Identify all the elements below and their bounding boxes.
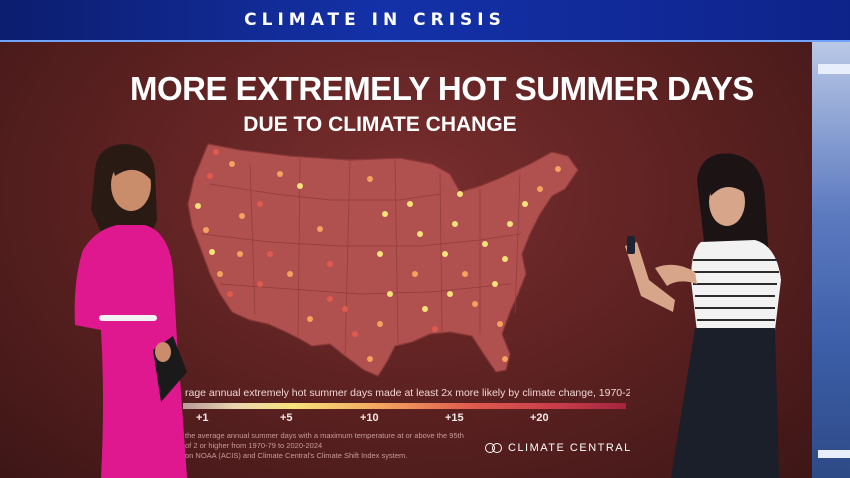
logo-mark-icon (485, 443, 503, 453)
footnote-line: the average annual summer days with a ma… (185, 431, 464, 440)
news-banner: CLIMATE IN CRISIS (0, 0, 850, 42)
station-dots (195, 149, 561, 362)
us-map-outline (187, 143, 579, 377)
us-map (187, 143, 579, 377)
legend-tick: +1 (196, 412, 209, 424)
graphic-subtitle: DUE TO CLIMATE CHANGE (243, 113, 517, 136)
legend-tick: +20 (530, 412, 549, 424)
legend-tick: +5 (280, 412, 293, 424)
logo-text: CLIMATE CENTRAL (508, 442, 632, 454)
presenter-left (74, 144, 187, 478)
climate-central-logo: CLIMATE CENTRAL (485, 442, 632, 454)
state-borders (201, 157, 521, 355)
studio-light-strip (818, 64, 850, 74)
studio-background (808, 42, 850, 478)
presenter-right (625, 153, 781, 478)
legend-color-scale (183, 403, 626, 409)
legend-tick: +15 (445, 412, 464, 424)
banner-title: CLIMATE IN CRISIS (244, 10, 506, 30)
legend-tick: +10 (360, 412, 379, 424)
footnote-line: on NOAA (ACIS) and Climate Central's Cli… (185, 451, 408, 460)
footnote-line: of 2 or higher from 1970-79 to 2020-2024 (185, 441, 323, 450)
footnote: the average annual summer days with a ma… (185, 431, 465, 461)
graphic-title: MORE EXTREMELY HOT SUMMER DAYS (130, 70, 754, 107)
legend-caption: rage annual extremely hot summer days ma… (185, 387, 630, 399)
studio-light-strip (818, 450, 850, 458)
